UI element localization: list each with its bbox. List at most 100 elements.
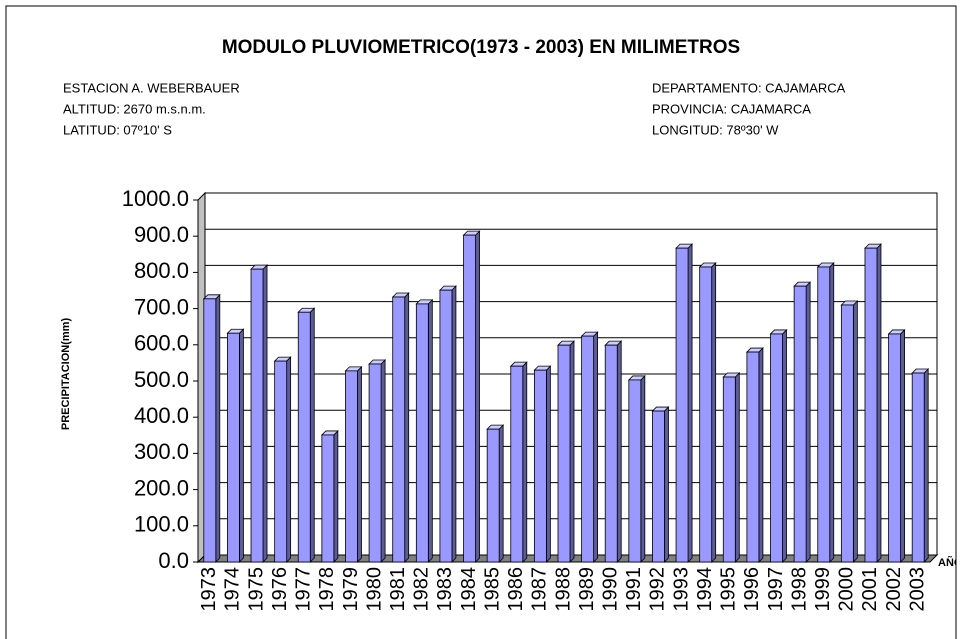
bar-side <box>262 264 268 563</box>
bar-side <box>569 340 575 563</box>
x-tick-label: 1993 <box>670 567 692 612</box>
bar <box>510 365 524 563</box>
bar-side <box>427 298 433 563</box>
y-tick-label: 400.0 <box>134 403 189 428</box>
bar <box>203 298 217 563</box>
x-tick-label: 1976 <box>269 567 291 612</box>
x-tick-label: 1975 <box>245 567 267 612</box>
bar-side <box>616 340 622 563</box>
bar <box>581 335 595 563</box>
x-tick-label: 2002 <box>883 567 905 612</box>
x-tick-label: 1980 <box>363 567 385 612</box>
x-tick-label: 1995 <box>718 567 740 612</box>
bar-side <box>876 243 882 563</box>
bar-side <box>522 361 528 563</box>
x-tick-label: 1990 <box>600 567 622 612</box>
x-tick-label: 1991 <box>623 567 645 612</box>
bar-side <box>734 372 740 563</box>
bar-side <box>593 331 599 563</box>
x-tick-label: 1997 <box>765 567 787 612</box>
x-tick-label: 2000 <box>836 567 858 612</box>
x-tick-label: 1982 <box>411 567 433 612</box>
bar <box>297 311 311 563</box>
bar-side <box>239 328 244 563</box>
x-tick-label: 1984 <box>458 567 480 612</box>
bar-side <box>640 374 646 563</box>
bar <box>722 376 736 563</box>
bar <box>864 247 878 563</box>
bar <box>652 410 665 563</box>
bar <box>888 333 901 563</box>
bar-side <box>923 368 929 563</box>
info-text: ALTITUD: 2670 m.s.n.m. <box>63 101 206 116</box>
bar <box>250 268 264 563</box>
chart-title: MODULO PLUVIOMETRICO(1973 - 2003) EN MIL… <box>222 37 740 58</box>
info-text: DEPARTAMENTO: CAJAMARCA <box>652 80 846 95</box>
bar <box>840 304 854 563</box>
bar-side <box>805 281 811 563</box>
bar-side <box>545 365 551 563</box>
bar <box>439 289 453 563</box>
bar <box>557 344 571 563</box>
bar <box>604 344 618 563</box>
x-tick-label: 2003 <box>906 567 928 612</box>
bar <box>675 247 689 563</box>
bar-side <box>498 424 504 563</box>
info-text: ESTACION A. WEBERBAUER <box>63 80 240 95</box>
bar <box>817 266 831 563</box>
x-tick-label: 1992 <box>647 567 669 612</box>
bar <box>415 303 429 563</box>
y-tick-label: 300.0 <box>134 439 189 464</box>
bar-side <box>404 292 410 563</box>
x-tick-label: 1973 <box>198 567 220 612</box>
bar-side <box>687 243 693 563</box>
bar <box>911 372 925 563</box>
bar-side <box>475 230 480 563</box>
bar <box>227 332 240 563</box>
bar-side <box>900 328 905 563</box>
y-tick-label: 100.0 <box>134 512 189 537</box>
bar-side <box>309 307 315 563</box>
bar <box>486 428 500 563</box>
bar-side <box>758 347 764 563</box>
y-tick-label: 200.0 <box>134 475 189 500</box>
y-tick-label: 800.0 <box>134 258 189 283</box>
info-text: LATITUD: 07º10' S <box>63 122 172 137</box>
x-axis-label: AÑOS <box>938 556 963 569</box>
y-tick-label: 700.0 <box>134 294 189 319</box>
y-tick-label: 1000.0 <box>122 186 189 211</box>
bar-side <box>286 356 292 563</box>
x-tick-label: 1986 <box>505 567 527 612</box>
bar-side <box>711 262 717 563</box>
bar <box>628 379 642 563</box>
x-tick-label: 1994 <box>694 567 716 612</box>
bar <box>746 351 760 563</box>
bar <box>321 434 335 563</box>
bar-side <box>852 300 858 563</box>
bar <box>533 369 547 563</box>
x-tick-label: 1974 <box>222 567 244 612</box>
bar-side <box>451 285 457 563</box>
bar-side <box>829 262 835 563</box>
x-tick-label: 1989 <box>576 567 598 612</box>
bar-side <box>357 365 362 563</box>
info-text: PROVINCIA: CAJAMARCA <box>652 101 811 116</box>
x-tick-label: 1996 <box>741 567 763 612</box>
bar <box>770 333 783 563</box>
bar-side <box>333 429 339 563</box>
bar <box>345 370 358 563</box>
x-tick-label: 1985 <box>481 567 503 612</box>
x-tick-label: 1979 <box>340 567 362 612</box>
y-tick-label: 500.0 <box>134 367 189 392</box>
x-tick-label: 1977 <box>293 567 315 612</box>
info-text: LONGITUD: 78º30' W <box>652 122 779 137</box>
x-tick-label: 1983 <box>434 567 456 612</box>
bar-side <box>215 293 221 563</box>
bar <box>392 296 406 563</box>
bar-side <box>380 359 386 563</box>
bar-side <box>782 328 787 563</box>
bar <box>368 363 382 563</box>
y-tick-label: 900.0 <box>134 222 189 247</box>
y-tick-label: 600.0 <box>134 331 189 356</box>
x-tick-label: 1999 <box>812 567 834 612</box>
